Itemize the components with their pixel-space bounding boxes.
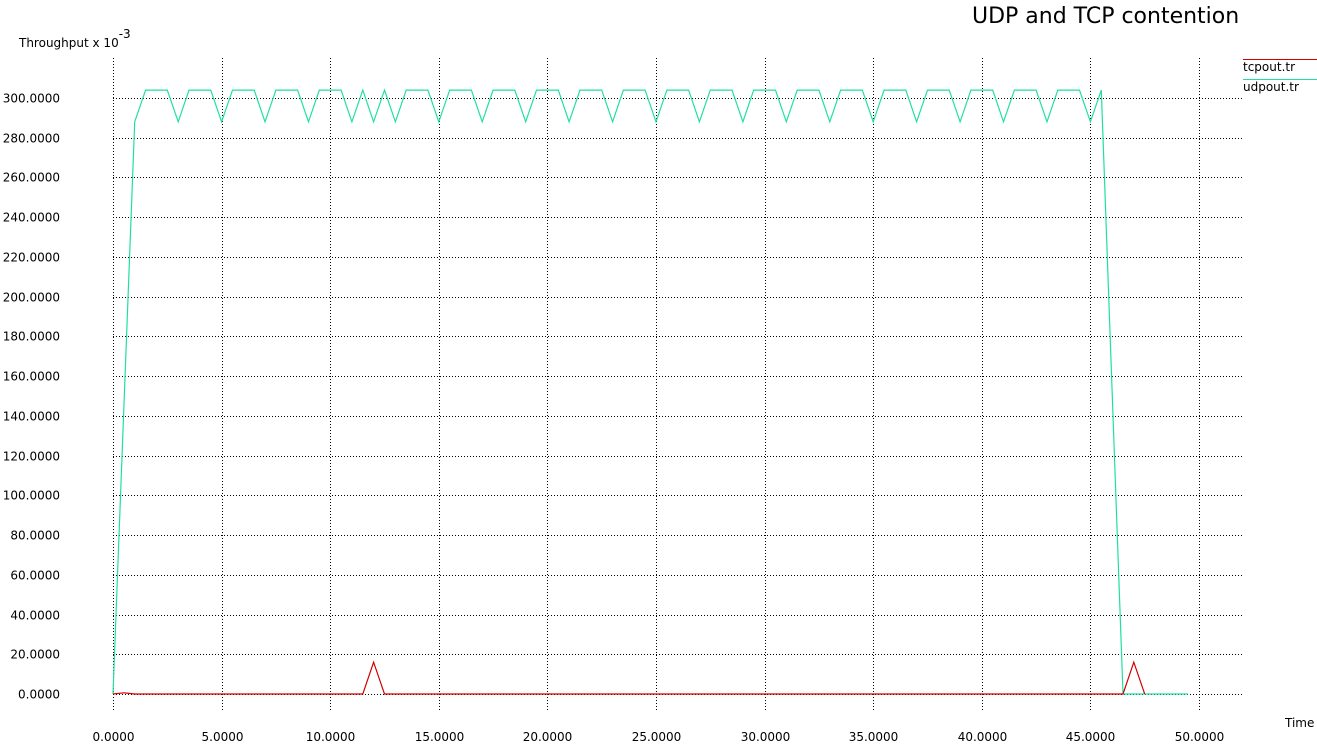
x-tick-label: 35.0000 — [849, 730, 899, 744]
x-tick-label: 30.0000 — [741, 730, 791, 744]
x-axis-tick-labels: 0.0000 5.0000 10.0000 15.0000 20.0000 25.0000… — [93, 730, 1225, 744]
x-axis-label: Time — [1285, 716, 1315, 730]
y-tick-label: 20.0000 — [10, 648, 60, 662]
y-axis-tick-labels: 0.0000 20.0000 40.0000 60.0000 80.0000 100.00… — [3, 92, 60, 702]
y-tick-label: 200.0000 — [3, 291, 60, 305]
y-tick-label: 220.0000 — [3, 251, 60, 265]
y-tick-label: 40.0000 — [10, 609, 60, 623]
series-line-tcpout-tr — [112, 660, 1146, 695]
y-tick-label: 160.0000 — [3, 370, 60, 384]
x-tick-label: 25.0000 — [632, 730, 682, 744]
series-line-udpout-tr — [112, 88, 1189, 695]
legend-swatch-udpout — [1243, 79, 1317, 80]
y-tick-label: 240.0000 — [3, 211, 60, 225]
y-tick-label: 180.0000 — [3, 330, 60, 344]
legend-item-tcpout: tcpout.tr — [1243, 59, 1317, 74]
y-tick-label: 120.0000 — [3, 450, 60, 464]
x-tick-label: 0.0000 — [93, 730, 135, 744]
chart-title: UDP and TCP contention — [972, 4, 1240, 29]
y-tick-label: 280.0000 — [3, 132, 60, 146]
legend-swatch-tcpout — [1243, 59, 1317, 60]
y-tick-label: 80.0000 — [10, 529, 60, 543]
y-axis-label-text: Throughput x 10 — [19, 36, 119, 50]
grid-lines — [113, 58, 1242, 710]
x-tick-label: 45.0000 — [1066, 730, 1116, 744]
y-axis-label-exponent: -3 — [118, 27, 131, 41]
y-tick-label: 0.0000 — [18, 688, 60, 702]
x-tick-label: 15.0000 — [415, 730, 465, 744]
x-tick-label: 10.0000 — [306, 730, 356, 744]
y-tick-label: 140.0000 — [3, 410, 60, 424]
x-tick-label: 20.0000 — [523, 730, 573, 744]
legend-label-udpout: udpout.tr — [1243, 80, 1299, 94]
y-tick-label: 300.0000 — [3, 92, 60, 106]
series-lines — [112, 88, 1189, 695]
y-tick-label: 260.0000 — [3, 171, 60, 185]
legend-label-tcpout: tcpout.tr — [1243, 60, 1296, 74]
x-tick-label: 40.0000 — [958, 730, 1008, 744]
y-axis-label: Throughput x 10-3 — [19, 27, 131, 50]
y-tick-label: 100.0000 — [3, 489, 60, 503]
legend-item-udpout: udpout.tr — [1243, 79, 1317, 94]
y-tick-label: 60.0000 — [10, 569, 60, 583]
x-tick-label: 50.0000 — [1175, 730, 1225, 744]
x-tick-label: 5.0000 — [202, 730, 244, 744]
